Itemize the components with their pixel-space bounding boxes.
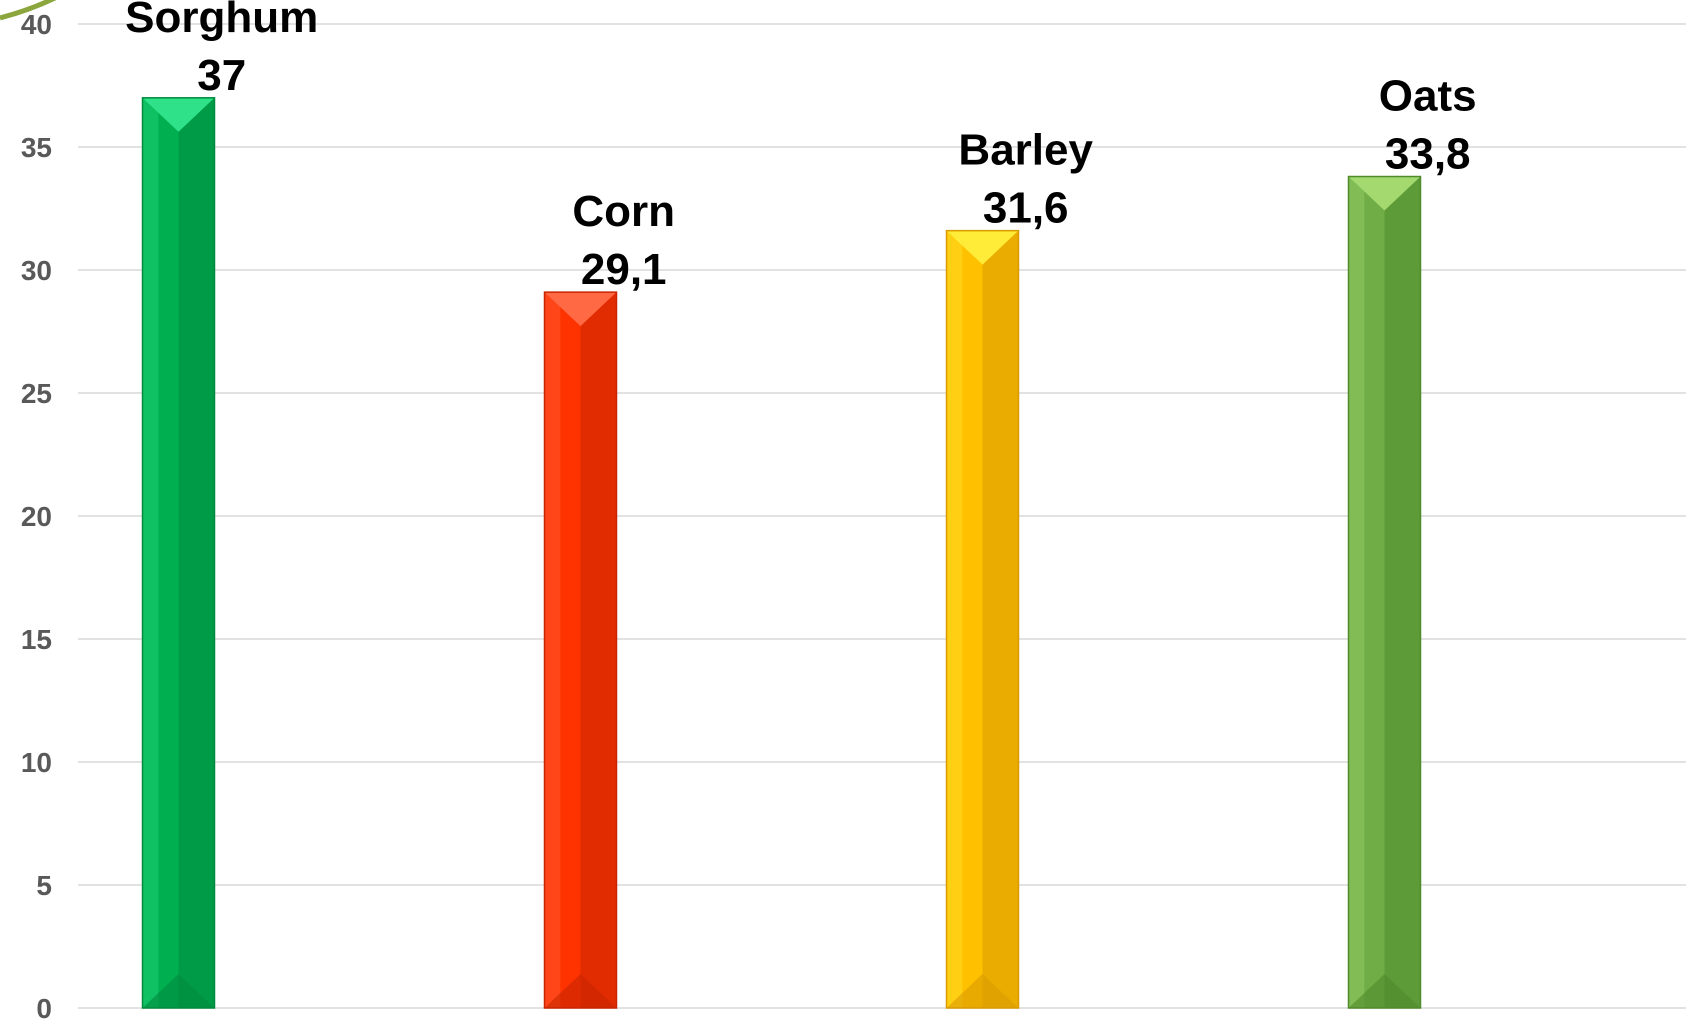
bar-barley [945, 229, 1020, 1009]
bar-labels: Sorghum 37 Corn 29,1 Barley 31,6 Oats 33,8 [125, 0, 1476, 294]
bar-outline [543, 291, 618, 1009]
y-tick-label: 0 [36, 993, 52, 1019]
value-label: 33,8 [1385, 130, 1471, 179]
bar-top-bevel [142, 97, 215, 132]
bar-top-bevel [946, 230, 1019, 265]
bar-left-bevel [946, 230, 963, 1008]
bar-oats [1347, 175, 1422, 1009]
bar-left-bevel [544, 292, 561, 1008]
bar-right-shade [982, 230, 1019, 1008]
category-label: Oats [1379, 72, 1477, 121]
y-tick-label: 30 [21, 255, 52, 286]
y-tick-label: 35 [21, 132, 52, 163]
y-axis-ticks: 0 5 10 15 20 25 30 35 40 [21, 9, 52, 1019]
y-tick-label: 20 [21, 501, 52, 532]
y-tick-label: 5 [36, 870, 52, 901]
bar-top-bevel [544, 292, 617, 327]
y-tick-label: 25 [21, 378, 52, 409]
bar-bottom-bevel [142, 974, 215, 1008]
bar-bottom-bevel [946, 974, 1019, 1008]
bar-outline [141, 97, 216, 1009]
y-tick-label: 15 [21, 624, 52, 655]
bar-bottom-bevel [1348, 974, 1421, 1008]
bars [141, 97, 1422, 1009]
bar-outline [945, 229, 1020, 1009]
bar-bottom-bevel [544, 974, 617, 1008]
logo-arc [0, 0, 57, 21]
y-tick-label: 40 [21, 9, 52, 40]
value-label: 31,6 [983, 184, 1069, 233]
bar-left-bevel [1348, 176, 1365, 1008]
bar-top-bevel [1348, 176, 1421, 211]
gridlines [78, 23, 1686, 1009]
y-tick-label: 10 [21, 747, 52, 778]
category-label: Corn [572, 187, 675, 236]
category-label: Barley [958, 126, 1093, 175]
value-label: 29,1 [581, 245, 667, 294]
bar-corn [543, 291, 618, 1009]
bar-right-shade [1384, 176, 1421, 1008]
bar-right-shade [580, 292, 617, 1008]
bar-outline [1347, 175, 1422, 1009]
bar-sorghum [141, 97, 216, 1009]
value-label: 37 [197, 51, 246, 100]
bar-right-shade [178, 97, 215, 1009]
bar-left-bevel [142, 97, 159, 1009]
category-label: Sorghum [125, 0, 318, 42]
